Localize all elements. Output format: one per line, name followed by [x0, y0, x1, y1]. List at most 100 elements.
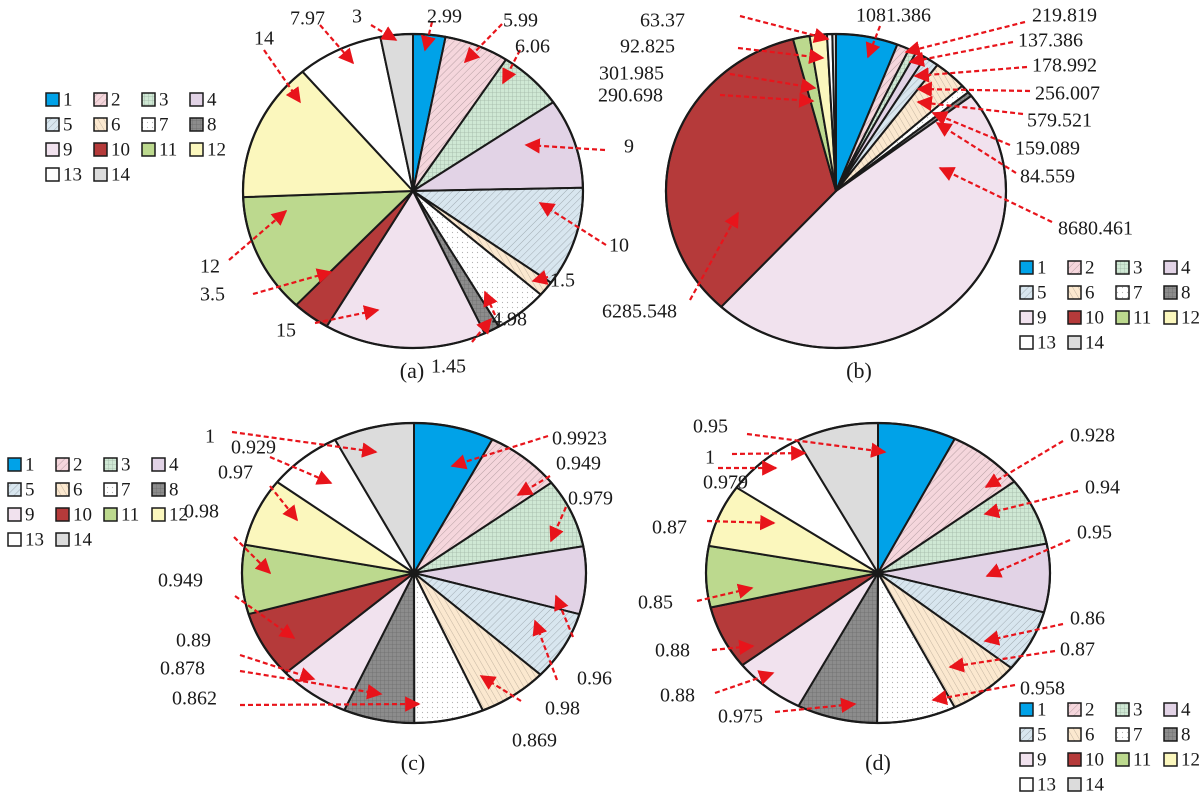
legend-label-7: 7	[121, 479, 131, 500]
legend-swatch-10	[1067, 310, 1082, 325]
legend-swatch-1	[45, 92, 60, 107]
legend-swatch-4	[189, 92, 204, 107]
annotation-arrow	[948, 649, 1056, 673]
legend-label-1: 1	[25, 454, 35, 475]
pie-slice-texture-6	[413, 191, 551, 295]
legend-label-10: 10	[111, 139, 130, 160]
legend-label-3: 3	[159, 89, 169, 110]
annotation-arrow	[689, 211, 739, 301]
legend-label-5: 5	[63, 114, 73, 135]
annotation-arrow	[239, 653, 316, 683]
legend-swatch-texture-5	[46, 118, 59, 131]
pie-slice-texture-5	[878, 573, 1044, 668]
data-label: 0.89	[176, 630, 211, 652]
data-label: 1.5	[550, 270, 575, 292]
annotation-arrow	[532, 619, 559, 681]
legend-swatch-4	[1163, 702, 1178, 717]
legend-swatch-texture-3	[1116, 703, 1129, 716]
annotation-arrow	[538, 202, 607, 246]
legend-label-14: 14	[73, 529, 93, 550]
legend-label-6: 6	[111, 114, 121, 135]
pie-slice-texture-8	[344, 573, 415, 724]
legend-label-6: 6	[73, 479, 83, 500]
legend-swatch-14	[1067, 335, 1082, 350]
legend-swatch-12	[151, 507, 166, 522]
data-label: 12	[200, 256, 220, 278]
legend-swatch-texture-5	[1020, 286, 1033, 299]
data-label: 256.007	[1035, 83, 1100, 105]
data-label: 10	[609, 235, 629, 257]
legend-label-9: 9	[63, 139, 73, 160]
legend-label-1: 1	[1037, 699, 1047, 720]
annotation-arrow	[263, 49, 301, 104]
legend-swatch-1	[1019, 702, 1034, 717]
legend-label-3: 3	[1133, 699, 1143, 720]
annotation-arrow	[696, 583, 754, 603]
annotation-arrow	[269, 455, 333, 485]
pie-slice-texture-6	[878, 573, 1012, 708]
data-label: 0.88	[660, 685, 695, 707]
annotation-arrow	[938, 167, 1053, 223]
pie-slice-texture-8	[413, 191, 499, 334]
legend-swatch-4	[151, 457, 166, 472]
legend-label-10: 10	[73, 504, 92, 525]
legend-label-7: 7	[1133, 282, 1143, 303]
data-label: 1	[705, 447, 715, 469]
legend-label-6: 6	[1085, 282, 1095, 303]
pie-slice-texture-2	[878, 438, 1015, 573]
annotation-arrow	[931, 111, 1011, 147]
legend-label-8: 8	[169, 479, 179, 500]
legend-label-5: 5	[1037, 282, 1047, 303]
legend-label-11: 11	[159, 139, 177, 160]
data-label: 0.975	[718, 706, 763, 728]
legend-label-4: 4	[169, 454, 179, 475]
legend-swatch-texture-7	[1116, 728, 1129, 741]
legend-swatch-texture-8	[1164, 728, 1177, 741]
data-label: 0.88	[655, 640, 690, 662]
data-label: 290.698	[598, 85, 663, 107]
legend-label-2: 2	[1085, 257, 1095, 278]
legend-swatch-texture-8	[152, 483, 165, 496]
legend-swatch-texture-6	[94, 118, 107, 131]
data-label: 15	[276, 320, 296, 342]
legend-swatch-14	[55, 532, 70, 547]
data-label: 0.869	[512, 730, 557, 752]
data-label: 0.949	[556, 453, 601, 475]
legend-label-1: 1	[1037, 257, 1047, 278]
data-label: 0.95	[1077, 522, 1112, 544]
annotation-arrow	[233, 536, 272, 575]
legend-swatch-9	[45, 142, 60, 157]
panel-caption: (a)	[400, 358, 424, 383]
legend-label-5: 5	[25, 479, 35, 500]
legend-label-9: 9	[25, 504, 35, 525]
annotation-arrow	[904, 20, 1026, 57]
annotation-arrow	[984, 440, 1064, 488]
data-label: 1	[205, 426, 215, 448]
annotation-arrow	[524, 138, 606, 154]
pie-outline	[241, 32, 585, 350]
legend-label-12: 12	[169, 504, 188, 525]
legend-label-10: 10	[1085, 749, 1104, 770]
annotation-arrow	[908, 40, 1014, 67]
annotation-arrow	[319, 24, 355, 65]
legend-label-12: 12	[1181, 749, 1200, 770]
data-label: 0.98	[545, 698, 580, 720]
data-label: 0.86	[1070, 608, 1105, 630]
pie-slice-texture-3	[413, 59, 554, 192]
legend-label-9: 9	[1037, 749, 1047, 770]
annotation-arrow	[746, 432, 887, 458]
legend-swatch-texture-2	[1068, 703, 1081, 716]
data-label: 0.97	[218, 462, 253, 484]
legend-swatch-11	[103, 507, 118, 522]
legend-swatch-9	[1019, 310, 1034, 325]
data-label: 0.96	[577, 668, 612, 690]
legend-label-10: 10	[1085, 307, 1104, 328]
legend-swatch-13	[1019, 335, 1034, 350]
annotation-arrow	[269, 485, 298, 522]
legend-swatch-10	[55, 507, 70, 522]
data-label: 0.979	[703, 472, 748, 494]
annotation-arrow	[463, 23, 503, 64]
legend-label-4: 4	[207, 89, 217, 110]
data-label: 84.559	[1020, 166, 1075, 188]
